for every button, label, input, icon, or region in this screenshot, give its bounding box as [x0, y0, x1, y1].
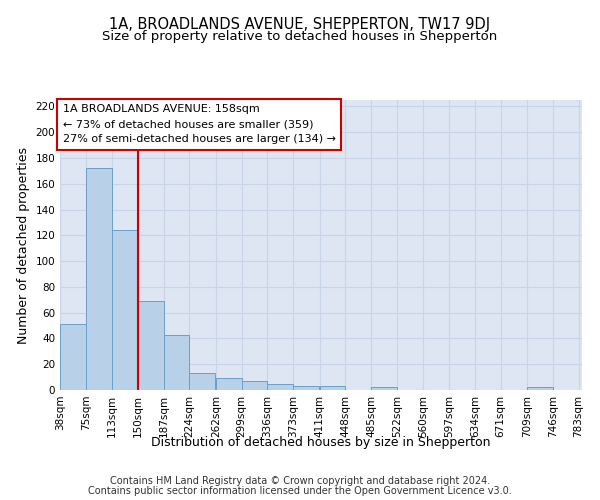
Text: 1A, BROADLANDS AVENUE, SHEPPERTON, TW17 9DJ: 1A, BROADLANDS AVENUE, SHEPPERTON, TW17 … [109, 18, 491, 32]
Bar [320, 386, 346, 390]
Bar [86, 168, 112, 390]
Text: Distribution of detached houses by size in Shepperton: Distribution of detached houses by size … [151, 436, 491, 449]
Bar [293, 386, 319, 390]
Bar [60, 324, 86, 390]
Bar [371, 388, 397, 390]
Bar [242, 381, 268, 390]
Text: Contains HM Land Registry data © Crown copyright and database right 2024.: Contains HM Land Registry data © Crown c… [110, 476, 490, 486]
Bar [164, 334, 190, 390]
Text: Size of property relative to detached houses in Shepperton: Size of property relative to detached ho… [103, 30, 497, 43]
Bar [190, 373, 215, 390]
Text: Contains public sector information licensed under the Open Government Licence v3: Contains public sector information licen… [88, 486, 512, 496]
Bar [112, 230, 138, 390]
Bar [216, 378, 242, 390]
Bar [138, 301, 164, 390]
Bar [527, 388, 553, 390]
Bar [268, 384, 293, 390]
Text: 1A BROADLANDS AVENUE: 158sqm
← 73% of detached houses are smaller (359)
27% of s: 1A BROADLANDS AVENUE: 158sqm ← 73% of de… [62, 104, 335, 144]
Y-axis label: Number of detached properties: Number of detached properties [17, 146, 30, 344]
